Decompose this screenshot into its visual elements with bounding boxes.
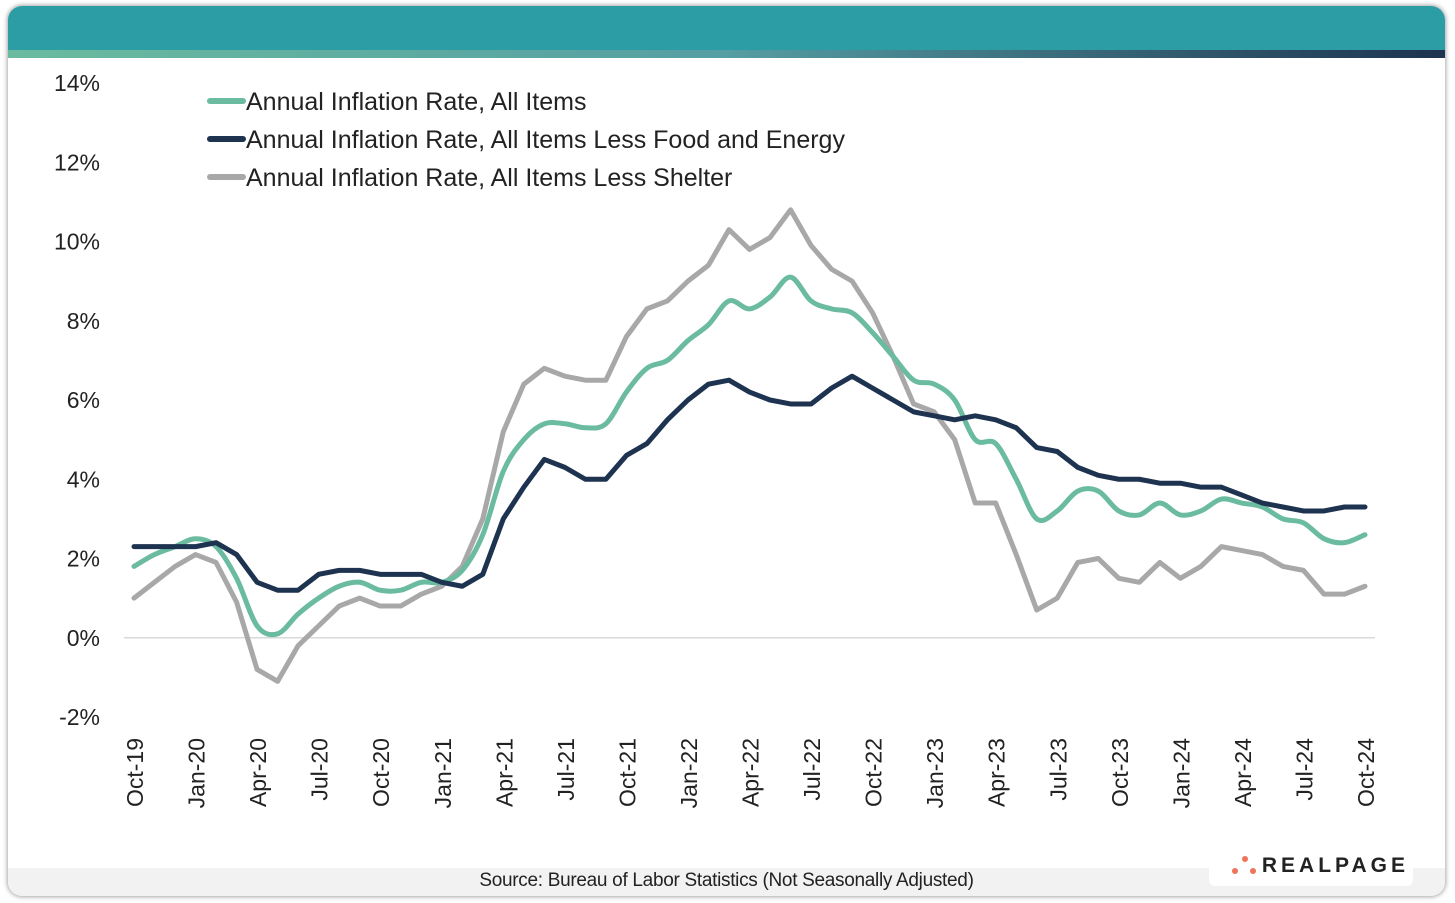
- y-tick-label: 4%: [67, 466, 100, 492]
- y-tick-label: 12%: [54, 149, 100, 175]
- y-tick-label: 10%: [54, 229, 100, 255]
- x-tick-label: Oct-19: [122, 738, 148, 807]
- logo-text: REALPAGE: [1261, 854, 1409, 877]
- x-tick-label: Apr-23: [984, 738, 1010, 807]
- chart-card: Source: Bureau of Labor Statistics (Not …: [8, 6, 1445, 896]
- footer-bar: [8, 868, 1445, 896]
- y-tick-label: 6%: [67, 387, 100, 413]
- logo-dots-icon: [1231, 856, 1258, 876]
- series-line-2: [131, 207, 1368, 684]
- x-tick-label: Jul-20: [307, 738, 333, 801]
- x-tick-label: Jan-24: [1168, 738, 1194, 809]
- y-tick-label: -2%: [59, 704, 100, 730]
- x-tick-label: Oct-21: [614, 738, 640, 807]
- x-tick-label: Oct-24: [1353, 738, 1379, 807]
- x-tick-label: Apr-22: [738, 738, 764, 807]
- x-tick-label: Jan-22: [676, 738, 702, 808]
- y-axis: -2% 0% 2% 4% 6% 8% 10% 12% 14%: [54, 70, 100, 730]
- x-tick-label: Apr-21: [491, 738, 517, 807]
- x-tick-label: Jul-24: [1291, 738, 1317, 801]
- y-tick-label: 0%: [67, 625, 100, 651]
- x-tick-label: Oct-22: [861, 738, 887, 807]
- series-layer: [131, 207, 1368, 684]
- realpage-logo: REALPAGE: [1209, 846, 1413, 886]
- source-note: Source: Bureau of Labor Statistics (Not …: [479, 870, 974, 891]
- y-tick-label: 14%: [54, 70, 100, 96]
- series-line-1: [131, 373, 1368, 593]
- legend-label: Annual Inflation Rate, All Items: [246, 88, 586, 116]
- header-gradient-stripe: [8, 50, 1445, 58]
- x-axis: Oct-19 Jan-20 Apr-20 Jul-20 Oct-20 Jan-21 Apr-…: [122, 738, 1379, 809]
- x-tick-label: Oct-20: [368, 738, 394, 807]
- x-tick-label: Jul-22: [799, 738, 825, 801]
- x-tick-label: Jan-21: [430, 738, 456, 808]
- header-bar: [8, 6, 1445, 50]
- y-tick-label: 2%: [67, 546, 100, 572]
- x-tick-label: Jul-21: [553, 738, 579, 801]
- series-line-0: [131, 274, 1368, 638]
- x-tick-label: Jan-23: [922, 738, 948, 808]
- x-tick-label: Jan-20: [184, 738, 210, 808]
- x-tick-label: Oct-23: [1107, 738, 1133, 807]
- x-tick-label: Apr-24: [1230, 738, 1256, 807]
- legend-label: Annual Inflation Rate, All Items Less Sh…: [246, 164, 732, 192]
- y-tick-label: 8%: [67, 308, 100, 334]
- legend: Annual Inflation Rate, All Items Annual I…: [207, 88, 845, 192]
- x-tick-label: Apr-20: [245, 738, 271, 807]
- x-tick-label: Jul-23: [1045, 738, 1071, 801]
- legend-label: Annual Inflation Rate, All Items Less Fo…: [246, 126, 845, 154]
